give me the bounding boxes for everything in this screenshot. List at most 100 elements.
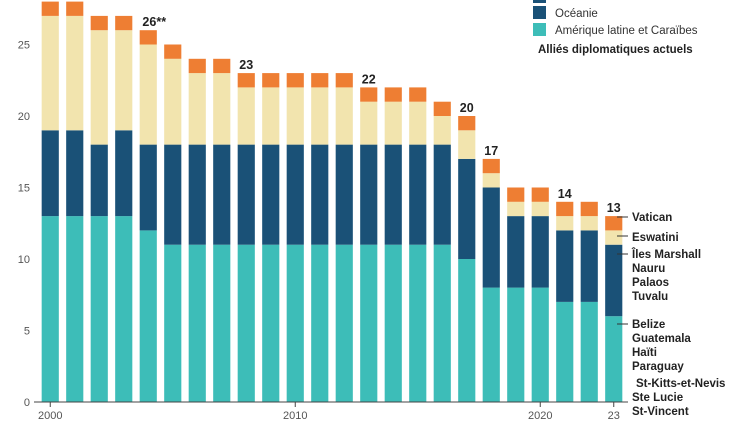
ally-paraguay: Paraguay xyxy=(632,361,684,373)
x-tick-label: 2020 xyxy=(528,410,552,421)
y-tick-label: 5 xyxy=(24,326,30,338)
bar-segment-3 xyxy=(458,116,476,131)
ally-vatican: Vatican xyxy=(632,212,672,224)
bar-segment-1 xyxy=(409,144,427,245)
bar-segment-2 xyxy=(66,15,84,131)
bar-segment-1 xyxy=(482,187,500,288)
bar-segment-3 xyxy=(605,216,623,231)
bar-segment-3 xyxy=(213,58,231,74)
bar-segment-1 xyxy=(311,144,329,245)
total-label: 20 xyxy=(460,101,474,115)
total-label: 22 xyxy=(362,72,376,86)
bar-segment-1 xyxy=(335,144,353,245)
y-tick-label: 20 xyxy=(18,111,30,123)
bar-segment-3 xyxy=(335,73,353,88)
bar-segment-2 xyxy=(237,87,255,145)
total-labels: 26** 23 22 20 17 14 13 xyxy=(142,15,620,215)
legend-swatch-oceania xyxy=(533,6,546,19)
bar-segment-2 xyxy=(360,101,378,145)
bar-segment-2 xyxy=(262,87,280,145)
bar-segment-0 xyxy=(384,244,402,402)
ally-nauru: Nauru xyxy=(632,263,665,275)
bar-segment-2 xyxy=(311,87,329,145)
bar-segment-1 xyxy=(580,230,598,302)
ally-guatemala: Guatemala xyxy=(632,333,691,345)
ally-belize: Belize xyxy=(632,319,665,331)
ally-tuvalu: Tuvalu xyxy=(632,291,668,303)
bar-segment-0 xyxy=(507,287,525,402)
bar-segment-2 xyxy=(286,87,304,145)
bar-segment-2 xyxy=(41,15,59,131)
bars xyxy=(41,1,623,402)
bar-segment-3 xyxy=(409,87,427,102)
bar-segment-1 xyxy=(433,144,451,245)
bar-segment-1 xyxy=(458,158,476,259)
bar-segment-3 xyxy=(311,73,329,88)
bar-segment-1 xyxy=(531,216,549,288)
bar-segment-2 xyxy=(556,216,574,231)
bar-segment-3 xyxy=(139,30,157,45)
ally-eswatini: Eswatini xyxy=(632,232,679,244)
total-label: 23 xyxy=(239,58,253,72)
legend-swatch-europe xyxy=(533,0,546,3)
bar-segment-1 xyxy=(556,230,574,302)
bar-segment-1 xyxy=(115,130,133,217)
legend: Océanie Amérique latine et Caraïbes Alli… xyxy=(533,0,698,56)
bar-segment-1 xyxy=(605,244,623,317)
x-axis: 2000 2010 2020 23 xyxy=(34,401,628,421)
bar-segment-2 xyxy=(188,73,206,145)
bar-segment-2 xyxy=(531,201,549,217)
bar-segment-2 xyxy=(580,216,598,231)
bar-segment-3 xyxy=(164,44,182,59)
bar-segment-2 xyxy=(335,87,353,145)
ally-st-vincent: St-Vincent xyxy=(632,406,689,418)
bar-segment-2 xyxy=(115,30,133,131)
bar-segment-1 xyxy=(41,130,59,217)
bar-segment-0 xyxy=(556,301,574,402)
y-tick-label: 15 xyxy=(18,183,30,195)
x-tick-label: 23 xyxy=(608,410,620,421)
bar-segment-0 xyxy=(115,216,133,402)
legend-label-latin-america: Amérique latine et Caraïbes xyxy=(555,25,698,37)
bar-segment-2 xyxy=(164,58,182,145)
bar-segment-0 xyxy=(66,216,84,402)
bar-segment-0 xyxy=(90,216,108,402)
bar-segment-0 xyxy=(433,244,451,402)
bar-segment-3 xyxy=(262,73,280,88)
bar-segment-2 xyxy=(90,30,108,145)
y-tick-label: 10 xyxy=(18,254,30,266)
bar-segment-0 xyxy=(311,244,329,402)
bar-segment-0 xyxy=(335,244,353,402)
bar-segment-1 xyxy=(164,144,182,245)
total-label: 14 xyxy=(558,187,572,201)
total-label: 17 xyxy=(484,144,498,158)
ally-st-kitts-nevis: St-Kitts-et-Nevis xyxy=(636,378,725,390)
bar-segment-2 xyxy=(384,101,402,145)
bar-segment-1 xyxy=(262,144,280,245)
bar-segment-3 xyxy=(115,15,133,31)
y-axis: 0 5 10 15 20 25 xyxy=(18,40,30,410)
current-allies: Vatican Eswatini Îles Marshall Nauru Pal… xyxy=(617,212,725,418)
bar-segment-3 xyxy=(188,58,206,74)
bar-segment-0 xyxy=(360,244,378,402)
y-tick-label: 0 xyxy=(24,397,30,409)
bar-segment-0 xyxy=(286,244,304,402)
bar-segment-3 xyxy=(360,87,378,102)
bar-segment-0 xyxy=(605,316,623,402)
bar-segment-1 xyxy=(237,144,255,245)
bar-segment-0 xyxy=(188,244,206,402)
bar-segment-2 xyxy=(139,44,157,145)
bar-segment-0 xyxy=(531,287,549,402)
bar-segment-3 xyxy=(580,201,598,217)
bar-segment-3 xyxy=(384,87,402,102)
legend-label-oceania: Océanie xyxy=(555,8,598,20)
legend-heading: Alliés diplomatiques actuels xyxy=(538,44,693,56)
bar-segment-0 xyxy=(237,244,255,402)
bar-segment-1 xyxy=(507,216,525,288)
bar-segment-2 xyxy=(409,101,427,145)
bar-segment-3 xyxy=(286,73,304,88)
bar-segment-0 xyxy=(262,244,280,402)
bar-segment-2 xyxy=(213,73,231,145)
bar-segment-2 xyxy=(605,230,623,245)
